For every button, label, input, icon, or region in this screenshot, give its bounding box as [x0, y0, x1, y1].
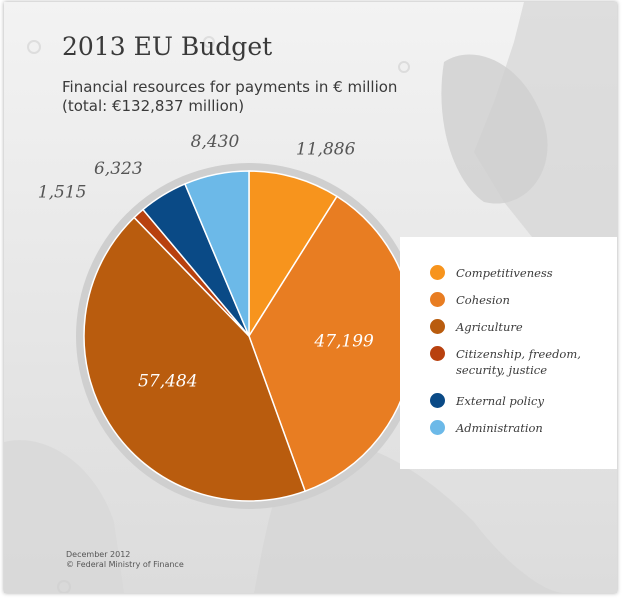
- footer-credits: December 2012 © Federal Ministry of Fina…: [66, 550, 184, 570]
- legend-marker: [430, 420, 445, 435]
- legend-marker: [430, 393, 445, 408]
- footer-copyright: © Federal Ministry of Finance: [66, 560, 184, 569]
- pie-slice-agriculture: [83, 216, 307, 502]
- slice-value-label: 8,430: [191, 132, 240, 152]
- pie-slice-administration: [183, 170, 250, 337]
- subtitle-line-1: Financial resources for payments in € mi…: [62, 78, 398, 96]
- chart-title: 2013 EU Budget: [62, 32, 273, 61]
- legend-label: External policy: [456, 394, 544, 408]
- legend-marker: [430, 319, 445, 334]
- slice-value-label: 1,515: [38, 183, 87, 203]
- legend-marker: [430, 292, 445, 307]
- slice-value-label: 57,484: [138, 372, 197, 392]
- legend-label: Citizenship, freedom, security, justice: [456, 347, 581, 377]
- slice-value-label: 11,886: [296, 140, 356, 160]
- legend-box: Competitiveness Cohesion Agriculture Cit…: [400, 237, 617, 469]
- legend-marker: [430, 346, 445, 361]
- legend-marker: [430, 265, 445, 280]
- infographic-card: 2013 EU Budget Financial resources for p…: [4, 2, 617, 593]
- pie-chart: 11,886 47,199 57,484 1,515 6,323 8,430: [38, 132, 422, 509]
- subtitle-line-2: (total: €132,837 million): [62, 97, 245, 115]
- footer-date: December 2012: [66, 550, 131, 559]
- chart-subtitle: Financial resources for payments in € mi…: [62, 78, 397, 116]
- legend-label: Competitiveness: [456, 266, 553, 280]
- pie-slice-competitiveness: [248, 170, 338, 339]
- legend-label: Administration: [456, 421, 543, 435]
- slice-value-label: 47,199: [313, 331, 374, 351]
- slice-value-label: 6,323: [94, 159, 143, 179]
- legend-label: Cohesion: [456, 293, 510, 307]
- legend-label: Agriculture: [456, 320, 523, 334]
